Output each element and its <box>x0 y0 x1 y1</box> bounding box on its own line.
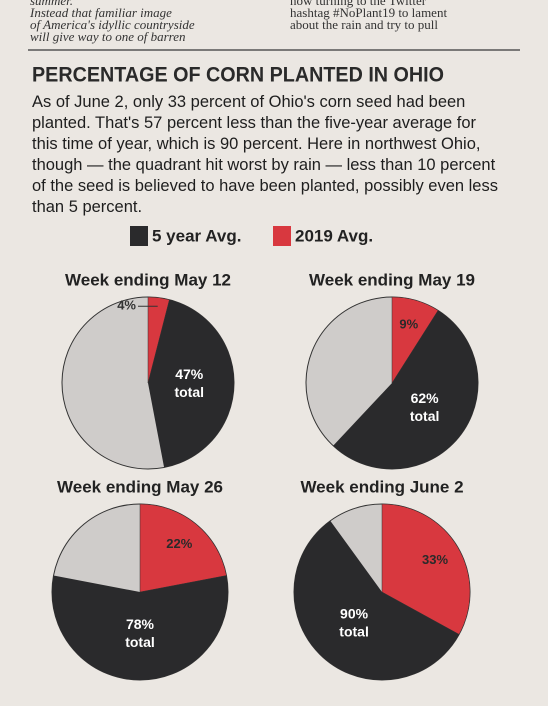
article-fragment: Instead that familiar image <box>29 5 172 20</box>
pie-wedge <box>147 296 170 384</box>
data-label: 22% <box>166 536 192 551</box>
data-label: 33% <box>422 552 448 567</box>
legend-label: 5 year Avg. <box>152 226 241 245</box>
data-label-suffix: total <box>410 408 440 424</box>
chart-title: Week ending May 12 <box>65 270 231 289</box>
data-label: 78% <box>126 616 155 632</box>
article-fragment: now turning to the Twitter <box>290 0 427 8</box>
data-label-suffix: total <box>339 623 369 639</box>
headline: PERCENTAGE OF CORN PLANTED IN OHIO <box>32 64 444 87</box>
data-label: 4% <box>117 298 136 313</box>
data-label: 9% <box>399 317 418 332</box>
pie-wedge <box>139 503 227 593</box>
article-fragment: summer. <box>30 0 73 8</box>
article-fragment: of America's idyllic countryside <box>30 17 195 32</box>
chart-title: Week ending May 19 <box>309 270 475 289</box>
article-fragment: will give way to one of barren <box>30 29 186 44</box>
pie-wedge <box>148 297 235 468</box>
data-label: 90% <box>340 605 369 621</box>
legend-label: 2019 Avg. <box>295 226 373 245</box>
pie-wedge <box>381 503 471 635</box>
pie-wedge <box>391 296 439 384</box>
article-fragment: hashtag #NoPlant19 to lament <box>290 5 447 20</box>
article-fragment: about the rain and try to pull <box>290 17 438 32</box>
description: As of June 2, only 33 percent of Ohio's … <box>32 93 498 216</box>
chart-title: Week ending June 2 <box>300 477 463 496</box>
legend-swatch <box>273 226 291 246</box>
pie-wedge <box>333 297 479 470</box>
data-label: 62% <box>411 390 440 406</box>
legend-swatch <box>130 226 148 246</box>
chart-title: Week ending May 26 <box>57 477 223 496</box>
data-label: 47% <box>175 366 204 382</box>
data-label-suffix: total <box>125 634 155 650</box>
data-label-suffix: total <box>174 384 204 400</box>
